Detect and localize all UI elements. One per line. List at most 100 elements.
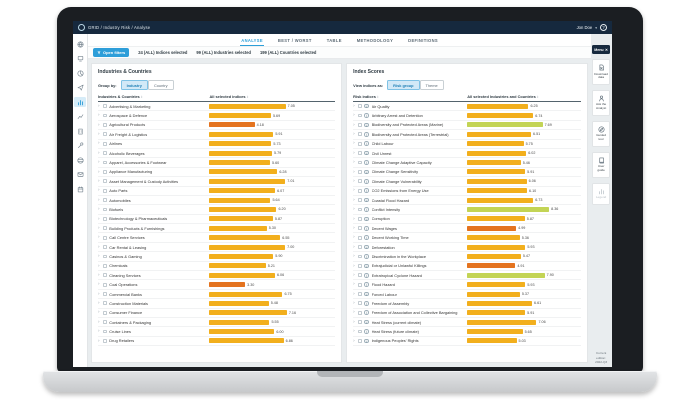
info-icon[interactable]: i xyxy=(364,225,370,231)
expand-chevron-icon[interactable]: › xyxy=(353,131,355,137)
info-icon[interactable]: i xyxy=(364,244,370,250)
info-icon[interactable]: i xyxy=(364,235,370,241)
row-checkbox[interactable] xyxy=(358,235,362,240)
row-checkbox[interactable] xyxy=(358,141,362,146)
view-as-option-risk-group[interactable]: Risk group xyxy=(387,80,420,90)
send-icon[interactable] xyxy=(74,83,86,93)
info-icon[interactable]: i xyxy=(364,254,370,260)
expand-chevron-icon[interactable]: › xyxy=(353,300,355,306)
info-icon[interactable]: i xyxy=(364,263,370,269)
row-checkbox[interactable] xyxy=(103,104,107,109)
expand-chevron-icon[interactable]: › xyxy=(98,149,100,155)
info-icon[interactable]: i xyxy=(364,141,370,147)
expand-chevron-icon[interactable]: › xyxy=(353,187,355,193)
info-icon[interactable]: i xyxy=(364,132,370,138)
expand-chevron-icon[interactable]: › xyxy=(98,271,100,277)
tab-definitions[interactable]: DEFINITIONS xyxy=(408,38,438,43)
expand-chevron-icon[interactable]: › xyxy=(353,168,355,174)
expand-chevron-icon[interactable]: › xyxy=(98,178,100,184)
row-checkbox[interactable] xyxy=(358,254,362,259)
view-as-option-theme[interactable]: Theme xyxy=(419,80,444,90)
row-checkbox[interactable] xyxy=(103,113,107,118)
row-checkbox[interactable] xyxy=(358,179,362,184)
tab-methodology[interactable]: METHODOLOGY xyxy=(356,38,394,43)
info-icon[interactable]: i xyxy=(364,319,370,325)
row-checkbox[interactable] xyxy=(103,198,107,202)
row-checkbox[interactable] xyxy=(103,207,107,212)
pie-chart-icon[interactable] xyxy=(74,68,86,78)
row-checkbox[interactable] xyxy=(103,282,107,287)
expand-chevron-icon[interactable]: › xyxy=(98,234,100,240)
row-checkbox[interactable] xyxy=(358,282,362,287)
row-checkbox[interactable] xyxy=(103,160,107,165)
row-checkbox[interactable] xyxy=(103,170,107,174)
row-checkbox[interactable] xyxy=(358,198,362,202)
row-checkbox[interactable] xyxy=(103,301,107,306)
info-icon[interactable]: i xyxy=(364,301,370,307)
calendar-icon[interactable] xyxy=(74,184,86,194)
row-checkbox[interactable] xyxy=(358,310,362,315)
expand-chevron-icon[interactable]: › xyxy=(353,178,355,184)
row-checkbox[interactable] xyxy=(103,339,107,343)
info-icon[interactable]: i xyxy=(364,272,370,278)
expand-chevron-icon[interactable]: › xyxy=(353,215,355,221)
row-checkbox[interactable] xyxy=(358,226,362,231)
globe-grid-icon[interactable] xyxy=(74,155,86,165)
group-by-option-country[interactable]: Country xyxy=(147,80,174,90)
row-checkbox[interactable] xyxy=(103,235,107,240)
info-icon[interactable]: i xyxy=(364,179,370,185)
row-checkbox[interactable] xyxy=(358,123,362,127)
expand-chevron-icon[interactable]: › xyxy=(353,318,355,324)
info-icon[interactable]: i xyxy=(364,310,370,316)
row-checkbox[interactable] xyxy=(358,273,362,278)
expand-chevron-icon[interactable]: › xyxy=(98,121,100,127)
tab-analyse[interactable]: ANALYSE xyxy=(240,36,264,46)
expand-chevron-icon[interactable]: › xyxy=(98,112,100,118)
row-checkbox[interactable] xyxy=(358,188,362,193)
row-checkbox[interactable] xyxy=(103,151,107,156)
menu-item-ask-the-analyst[interactable]: Ask the Analyst xyxy=(592,89,610,116)
row-checkbox[interactable] xyxy=(103,188,107,193)
row-checkbox[interactable] xyxy=(103,292,107,296)
row-checkbox[interactable] xyxy=(103,179,107,184)
expand-chevron-icon[interactable]: › xyxy=(98,337,100,343)
expand-chevron-icon[interactable]: › xyxy=(353,234,355,240)
info-icon[interactable]: i xyxy=(364,207,370,213)
expand-chevron-icon[interactable]: › xyxy=(353,253,355,259)
expand-chevron-icon[interactable]: › xyxy=(353,196,355,202)
row-checkbox[interactable] xyxy=(103,245,107,249)
expand-chevron-icon[interactable]: › xyxy=(98,159,100,165)
column-header-scores[interactable]: All selected indices ↕ xyxy=(209,94,249,99)
menu-item-user-guide[interactable]: User guide xyxy=(592,151,610,178)
row-checkbox[interactable] xyxy=(358,292,362,296)
row-checkbox[interactable] xyxy=(358,160,362,165)
monitor-icon[interactable] xyxy=(74,54,86,64)
expand-chevron-icon[interactable]: › xyxy=(353,328,355,334)
row-checkbox[interactable] xyxy=(103,132,107,137)
row-checkbox[interactable] xyxy=(358,151,362,156)
expand-chevron-icon[interactable]: › xyxy=(353,159,355,165)
info-icon[interactable]: i xyxy=(364,197,370,203)
info-icon[interactable]: i xyxy=(364,122,370,128)
expand-chevron-icon[interactable]: › xyxy=(98,224,100,230)
expand-chevron-icon[interactable]: › xyxy=(353,262,355,268)
group-by-option-industry[interactable]: Industry xyxy=(120,80,148,90)
menu-item-download-data[interactable]: Download data xyxy=(592,59,610,85)
row-checkbox[interactable] xyxy=(358,132,362,137)
expand-chevron-icon[interactable]: › xyxy=(98,253,100,259)
row-checkbox[interactable] xyxy=(358,245,362,249)
row-checkbox[interactable] xyxy=(103,141,107,146)
expand-chevron-icon[interactable]: › xyxy=(98,318,100,324)
row-checkbox[interactable] xyxy=(103,329,107,334)
expand-chevron-icon[interactable]: › xyxy=(98,168,100,174)
expand-chevron-icon[interactable]: › xyxy=(98,262,100,268)
open-filters-button[interactable]: Open filters xyxy=(93,48,130,57)
expand-chevron-icon[interactable]: › xyxy=(98,309,100,315)
expand-chevron-icon[interactable]: › xyxy=(353,149,355,155)
expand-chevron-icon[interactable]: › xyxy=(98,243,100,249)
expand-chevron-icon[interactable]: › xyxy=(98,102,100,108)
row-checkbox[interactable] xyxy=(103,123,107,127)
expand-chevron-icon[interactable]: › xyxy=(353,140,355,146)
building-icon[interactable] xyxy=(74,126,86,136)
expand-chevron-icon[interactable]: › xyxy=(353,102,355,108)
